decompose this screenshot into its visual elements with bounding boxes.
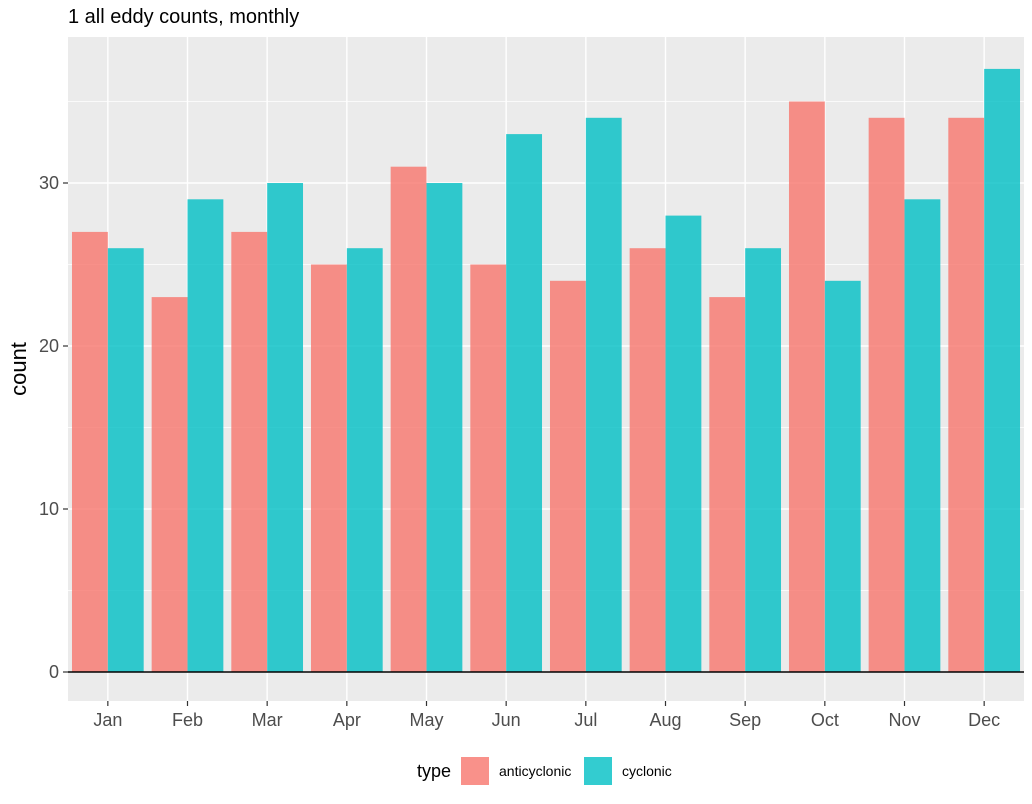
y-tick-label: 10 [39,499,59,519]
bar-anticyclonic-Sep [709,297,746,672]
bar-anticyclonic-Oct [788,101,825,672]
bar-anticyclonic-Feb [151,297,188,672]
bar-anticyclonic-May [390,166,427,672]
chart-title: 1 all eddy counts, monthly [68,6,300,28]
bar-cyclonic-Dec [984,68,1021,672]
bar-anticyclonic-Jan [71,231,108,672]
y-tick-label: 30 [39,173,59,193]
legend: type anticyclonic cyclonic [417,757,672,785]
legend-label-cyclonic: cyclonic [622,763,672,779]
y-tick-label: 0 [49,662,59,682]
bar-anticyclonic-Nov [868,117,905,673]
bar-cyclonic-Apr [346,248,383,672]
x-tick-label-Jul: Jul [574,710,597,730]
y-tick-label: 20 [39,336,59,356]
x-tick-label-Jan: Jan [93,710,122,730]
bars [71,68,1021,673]
x-tick-label-May: May [409,710,443,730]
x-tick-label-Aug: Aug [649,710,681,730]
bar-anticyclonic-Jun [470,264,507,672]
x-axis: Jan Feb Mar Apr May Jun Jul Aug Sep Oct Nov Dec [93,701,1000,730]
bar-cyclonic-Feb [187,199,224,673]
bar-cyclonic-Jun [506,134,543,673]
x-tick-label-Jun: Jun [492,710,521,730]
bar-anticyclonic-Aug [629,248,666,672]
x-tick-label-Apr: Apr [333,710,361,730]
bar-cyclonic-Mar [267,183,304,672]
x-tick-label-Sep: Sep [729,710,761,730]
y-axis-title: count [6,342,31,396]
bar-cyclonic-Nov [904,199,941,673]
bar-cyclonic-Aug [665,215,702,672]
legend-label-anticyclonic: anticyclonic [499,763,571,779]
x-tick-label-Oct: Oct [811,710,839,730]
legend-title: type [417,761,451,781]
bar-cyclonic-May [426,183,463,672]
legend-key-cyclonic [584,757,612,785]
y-axis: 0 10 20 30 [39,173,68,682]
bar-anticyclonic-Apr [310,264,347,672]
bar-anticyclonic-Dec [948,117,985,673]
x-tick-label-Dec: Dec [968,710,1000,730]
bar-cyclonic-Jan [107,248,144,672]
bar-cyclonic-Jul [585,117,622,673]
bar-anticyclonic-Jul [549,280,586,672]
bar-cyclonic-Oct [824,280,861,672]
legend-key-anticyclonic [461,757,489,785]
x-tick-label-Mar: Mar [252,710,283,730]
bar-anticyclonic-Mar [231,231,268,672]
x-tick-label-Nov: Nov [888,710,920,730]
bar-cyclonic-Sep [745,248,782,672]
x-tick-label-Feb: Feb [172,710,203,730]
